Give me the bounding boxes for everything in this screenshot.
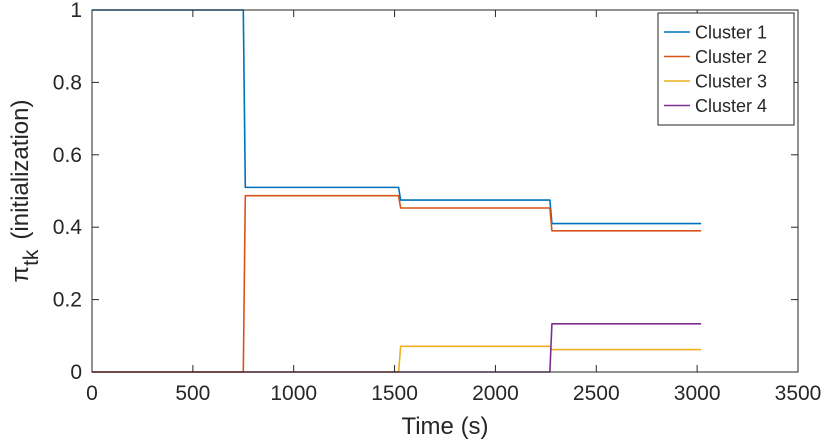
x-tick-label: 1000 — [270, 382, 317, 405]
y-axis: 0 0.2 0.4 0.6 0.8 1 — [53, 0, 798, 384]
x-tick-label: 500 — [175, 382, 210, 405]
legend-label: Cluster 3 — [695, 72, 767, 92]
y-axis-symbol: π — [7, 266, 34, 283]
x-tick-label: 2000 — [472, 382, 519, 405]
y-tick-label: 0.6 — [53, 144, 82, 167]
y-tick-label: 0.8 — [53, 71, 82, 94]
x-tick-label: 1500 — [371, 382, 418, 405]
x-axis-title: Time (s) — [401, 413, 488, 440]
x-axis: 0 500 1000 1500 2000 2500 3000 3500 — [86, 10, 821, 405]
y-axis-suffix: (initialization) — [7, 100, 34, 240]
y-axis-subscript: tk — [20, 249, 43, 266]
legend-label: Cluster 4 — [695, 96, 767, 116]
x-tick-label: 0 — [86, 382, 98, 405]
axes-box — [91, 9, 799, 373]
legend: Cluster 1 Cluster 2 Cluster 3 Cluster 4 — [657, 12, 795, 126]
series-line-cluster-2 — [92, 194, 702, 373]
y-tick-label: 0.2 — [53, 289, 82, 312]
y-axis-title: πtk (initialization) — [7, 100, 43, 283]
y-tick-label: 0 — [70, 361, 82, 384]
x-tick-label: 3000 — [674, 382, 721, 405]
y-tick-label: 0.4 — [53, 216, 83, 239]
y-tick-label: 1 — [70, 0, 82, 22]
x-tick-label: 2500 — [573, 382, 620, 405]
svg-text:πtk(initialization): πtk (initialization) — [7, 100, 43, 283]
legend-label: Cluster 1 — [695, 23, 767, 43]
x-tick-label: 3500 — [775, 382, 822, 405]
legend-label: Cluster 2 — [695, 47, 767, 67]
